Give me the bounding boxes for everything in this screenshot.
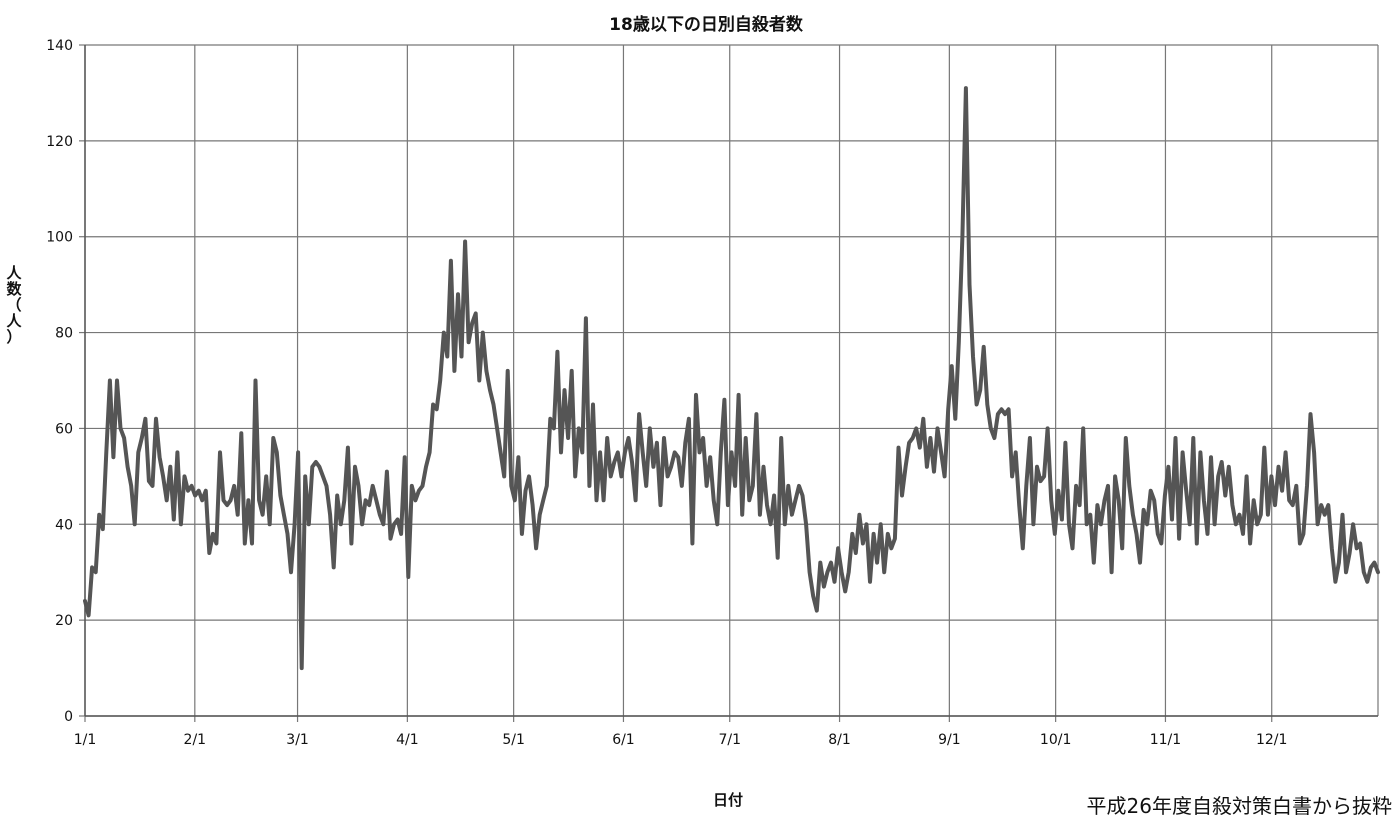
series-line <box>83 86 1380 671</box>
x-tick-label: 5/1 <box>502 732 525 748</box>
y-axis-title-char: （ <box>6 296 21 314</box>
y-tick-label: 60 <box>55 421 73 437</box>
y-tick-labels: 0 20 40 60 80 100 120 140 <box>46 38 73 725</box>
x-tick-label: 8/1 <box>828 732 851 748</box>
x-axis-title: 日付 <box>713 791 743 809</box>
y-tick-label: 40 <box>55 517 73 533</box>
x-tick-labels: 1/1 2/1 3/1 4/1 5/1 6/1 7/1 8/1 9/1 10/1 11/1 12/1 <box>74 732 1288 748</box>
x-tick-label: 4/1 <box>396 732 419 748</box>
x-tick-label: 12/1 <box>1256 732 1287 748</box>
y-tick-label: 0 <box>64 709 73 725</box>
y-axis-title-char: 数 <box>6 280 22 298</box>
grid-lines <box>79 44 1379 722</box>
y-tick-label: 140 <box>46 38 73 54</box>
x-tick-label: 10/1 <box>1040 732 1071 748</box>
x-tick-label: 11/1 <box>1150 732 1181 748</box>
y-tick-label: 120 <box>46 134 73 150</box>
source-note: 平成26年度自殺対策白書から抜粋 <box>1087 794 1392 815</box>
y-axis-title: 人数（人） <box>6 264 22 346</box>
y-axis-title-char: ） <box>6 328 21 346</box>
chart-title: 18歳以下の日別自殺者数 <box>609 14 804 35</box>
y-tick-label: 100 <box>46 230 73 246</box>
x-tick-label: 1/1 <box>74 732 97 748</box>
x-tick-label: 3/1 <box>286 732 309 748</box>
y-tick-label: 20 <box>55 613 73 629</box>
x-tick-label: 2/1 <box>184 732 207 748</box>
y-axis-title-char: 人 <box>6 312 22 330</box>
x-tick-label: 7/1 <box>718 732 741 748</box>
x-tick-label: 6/1 <box>612 732 635 748</box>
y-tick-label: 80 <box>55 326 73 342</box>
y-axis-title-char: 人 <box>6 264 22 282</box>
x-tick-label: 9/1 <box>938 732 961 748</box>
